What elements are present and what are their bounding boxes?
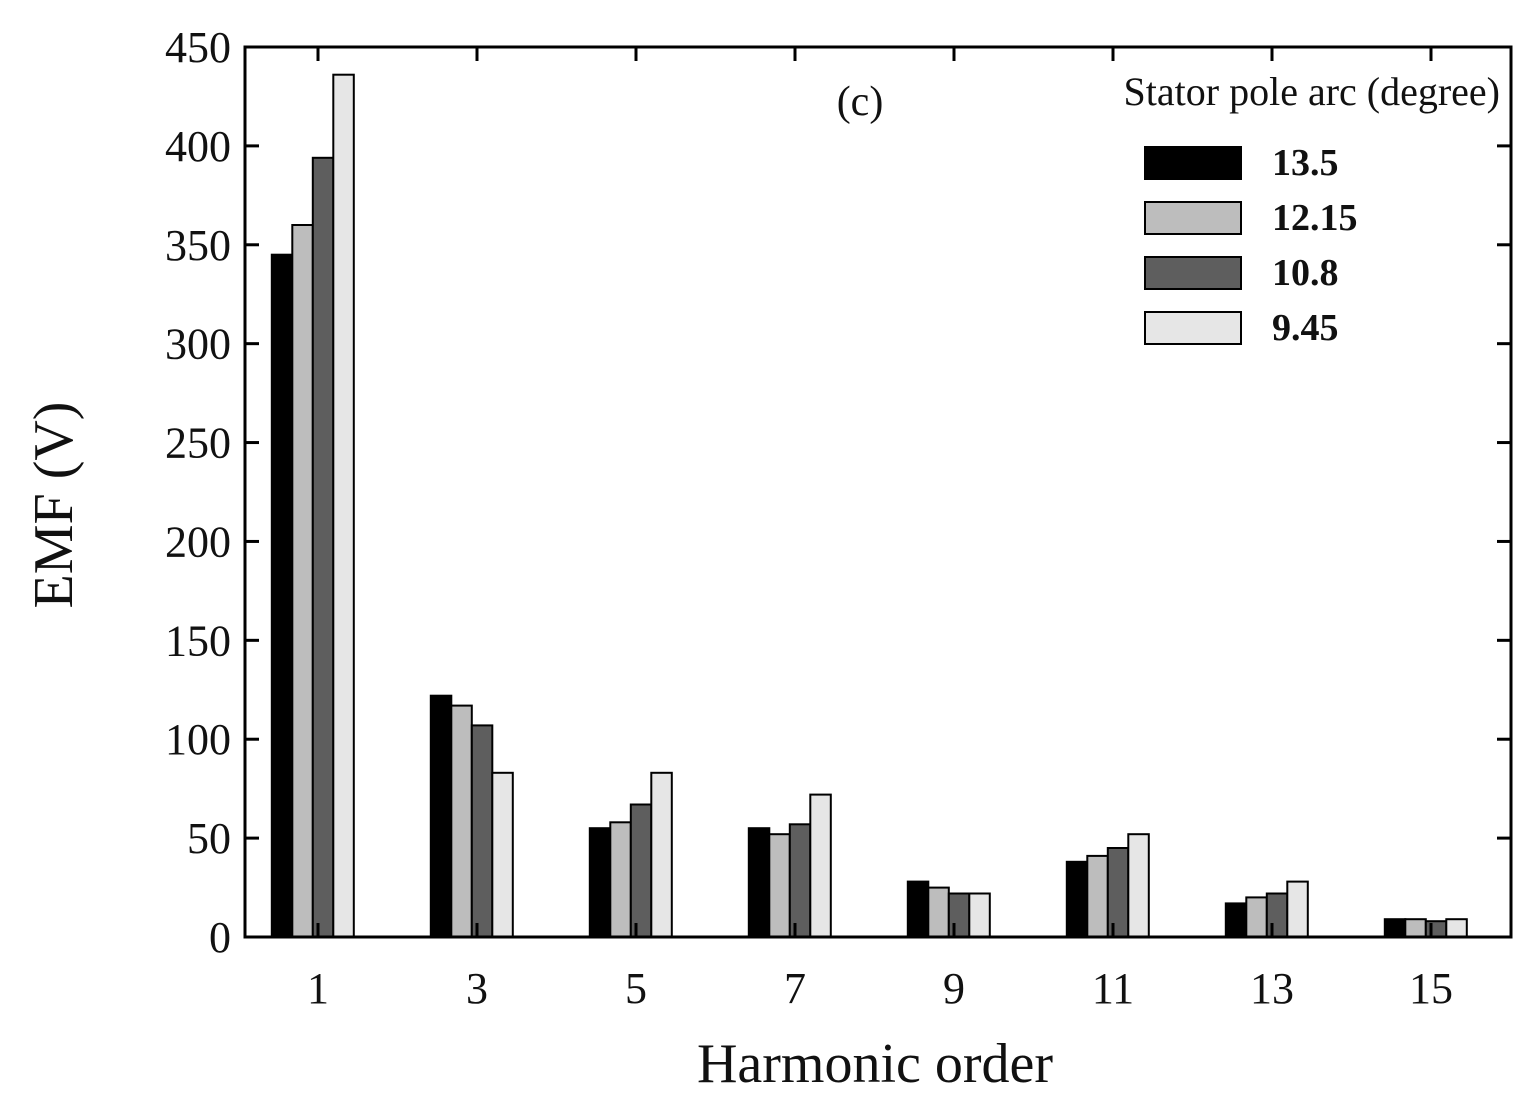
x-tick-label: 13 <box>1250 964 1294 1013</box>
legend-label: 13.5 <box>1272 142 1339 184</box>
bar-h13-s9_45 <box>1286 880 1309 938</box>
x-tick-label: 9 <box>943 964 965 1013</box>
bar-h3-s12_15 <box>450 704 473 938</box>
x-tick-label: 5 <box>625 964 647 1013</box>
legend-swatch <box>1144 311 1242 345</box>
legend-swatch <box>1144 201 1242 235</box>
bar-h1-s10_8 <box>311 156 335 939</box>
bar-h5-s9_45 <box>650 771 673 938</box>
bar-h1-s13_5 <box>270 253 294 938</box>
y-tick-label: 0 <box>209 913 231 962</box>
bar-h15-s10_8 <box>1424 920 1448 939</box>
x-axis-title: Harmonic order <box>697 1033 1053 1095</box>
bar-h7-s12_15 <box>768 833 791 939</box>
x-tick-label: 7 <box>784 964 806 1013</box>
bars-layer <box>270 73 1468 939</box>
bar-h13-s10_8 <box>1265 892 1289 938</box>
bar-h3-s13_5 <box>429 694 453 939</box>
y-tick-label: 100 <box>165 715 231 764</box>
bar-h7-s9_45 <box>809 793 832 938</box>
bar-h1-s12_15 <box>291 224 314 938</box>
y-axis-title: EMF (V) <box>23 402 85 609</box>
bar-h15-s12_15 <box>1404 918 1427 939</box>
y-tick-label: 200 <box>165 517 231 566</box>
bar-h11-s13_5 <box>1065 860 1089 938</box>
x-tick-label: 3 <box>466 964 488 1013</box>
bar-h3-s9_45 <box>491 771 514 938</box>
x-tick-label: 15 <box>1409 964 1453 1013</box>
y-tick-label: 50 <box>187 814 231 863</box>
bar-h11-s12_15 <box>1086 854 1109 939</box>
bar-h7-s10_8 <box>788 823 812 938</box>
x-tick-label: 1 <box>307 964 329 1013</box>
bar-h5-s12_15 <box>609 821 632 938</box>
bar-h7-s13_5 <box>747 827 771 939</box>
bar-h3-s10_8 <box>470 724 494 939</box>
bar-h11-s10_8 <box>1106 847 1130 938</box>
bar-h13-s13_5 <box>1224 902 1248 939</box>
bar-h9-s13_5 <box>906 880 930 938</box>
bar-h5-s10_8 <box>629 803 653 938</box>
bar-h1-s9_45 <box>332 73 355 938</box>
y-tick-label: 450 <box>165 23 231 72</box>
legend-label: 12.15 <box>1272 197 1358 239</box>
legend-label: 10.8 <box>1272 252 1339 294</box>
y-tick-label: 300 <box>165 320 231 369</box>
legend-title: Stator pole arc (degree) <box>1124 69 1500 114</box>
y-tick-label: 350 <box>165 221 231 270</box>
bar-h9-s12_15 <box>927 886 950 938</box>
bar-h9-s9_45 <box>968 892 991 938</box>
x-tick-label: 11 <box>1092 964 1134 1013</box>
legend-label: 9.45 <box>1272 307 1339 349</box>
legend-swatch <box>1144 146 1242 180</box>
bar-h15-s13_5 <box>1383 918 1407 939</box>
bar-h9-s10_8 <box>947 892 971 938</box>
bar-h15-s9_45 <box>1445 918 1468 939</box>
plot-frame <box>243 45 1513 939</box>
bar-h13-s12_15 <box>1245 896 1268 939</box>
legend: Stator pole arc (degree) 13.5 12.15 10.8 9.… <box>1124 69 1500 349</box>
legend-swatch <box>1144 256 1242 290</box>
bar-h11-s9_45 <box>1127 833 1150 939</box>
y-tick-label: 400 <box>165 122 231 171</box>
bar-h5-s13_5 <box>588 827 612 939</box>
y-tick-label: 250 <box>165 419 231 468</box>
y-tick-label: 150 <box>165 616 231 665</box>
panel-label: (c) <box>837 79 884 125</box>
